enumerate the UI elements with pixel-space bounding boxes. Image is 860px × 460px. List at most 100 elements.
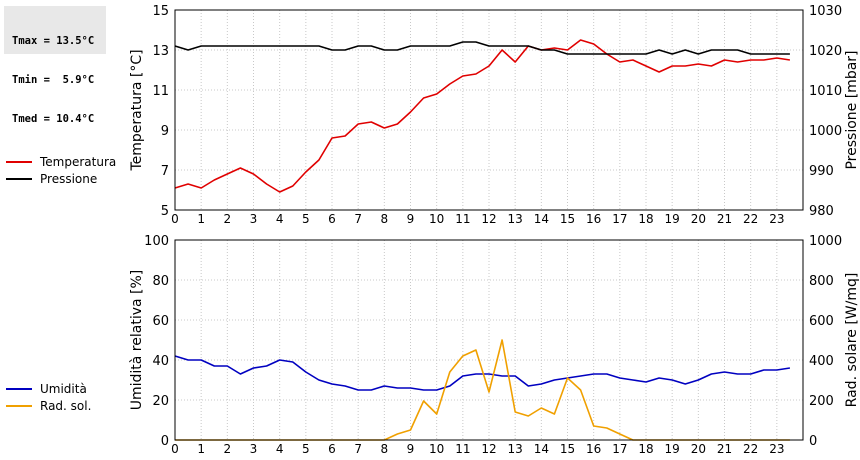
- y-right-tick-label: 1010: [809, 84, 842, 99]
- y-right-tick-label: 800: [809, 274, 834, 289]
- y-left-tick-label: 11: [152, 84, 169, 99]
- stat-tmax: Tmax = 13.5°C: [12, 35, 95, 47]
- stat-tmed: Tmed = 10.4°C: [12, 113, 95, 125]
- x-tick-label: 10: [429, 212, 444, 226]
- x-tick-label: 13: [508, 212, 523, 226]
- x-tick-label: 5: [302, 212, 310, 226]
- x-tick-label: 14: [534, 212, 549, 226]
- legend-swatch-umidita: [6, 387, 32, 390]
- x-tick-label: 1: [197, 442, 205, 456]
- y-right-tick-label: 990: [809, 164, 834, 179]
- legend-item-temperatura: Temperatura: [6, 153, 116, 170]
- x-tick-label: 21: [717, 442, 732, 456]
- x-tick-label: 18: [638, 442, 653, 456]
- x-tick-label: 3: [250, 212, 258, 226]
- x-tick-label: 0: [171, 442, 179, 456]
- y-left-tick-label: 40: [152, 354, 169, 369]
- x-tick-label: 15: [560, 212, 575, 226]
- x-tick-label: 23: [769, 212, 784, 226]
- y-right-axis-label: Pressione [mbar]: [844, 50, 860, 169]
- legend-swatch-temperatura: [6, 160, 32, 163]
- x-tick-label: 16: [586, 442, 601, 456]
- y-left-axis-label: Temperatura [°C]: [129, 49, 145, 171]
- x-tick-label: 10: [429, 442, 444, 456]
- stats-box: Tmax = 13.5°C Tmin = 5.9°C Tmed = 10.4°C: [4, 6, 106, 125]
- y-right-axis-label: Rad. solare [W/mq]: [844, 273, 860, 408]
- plot-frame: [174, 9, 804, 211]
- x-tick-label: 3: [250, 442, 258, 456]
- x-tick-label: 16: [586, 212, 601, 226]
- legend-item-radsol: Rad. sol.: [6, 397, 91, 414]
- legend-top: Temperatura Pressione: [6, 153, 116, 187]
- x-tick-label: 7: [354, 212, 362, 226]
- x-tick-label: 8: [381, 442, 389, 456]
- x-tick-label: 18: [638, 212, 653, 226]
- y-right-tick-label: 400: [809, 354, 834, 369]
- y-left-tick-label: 0: [161, 434, 169, 449]
- x-tick-label: 4: [276, 212, 284, 226]
- y-left-tick-label: 80: [152, 274, 169, 289]
- y-left-tick-label: 5: [161, 204, 169, 219]
- x-tick-label: 19: [665, 442, 680, 456]
- y-left-tick-label: 9: [161, 124, 169, 139]
- y-right-tick-label: 1000: [809, 124, 842, 139]
- y-right-tick-label: 980: [809, 204, 834, 219]
- x-tick-label: 0: [171, 212, 179, 226]
- legend-label-umidita: Umidità: [40, 381, 87, 396]
- y-left-tick-label: 20: [152, 394, 169, 409]
- x-tick-label: 21: [717, 212, 732, 226]
- x-tick-label: 17: [612, 442, 627, 456]
- legend-swatch-radsol: [6, 404, 32, 407]
- x-tick-label: 7: [354, 442, 362, 456]
- x-tick-label: 20: [691, 212, 706, 226]
- x-tick-label: 14: [534, 442, 549, 456]
- y-left-tick-label: 13: [152, 44, 169, 59]
- legend-label-temperatura: Temperatura: [40, 154, 117, 169]
- series-line-rad-sol-: [175, 339, 790, 441]
- x-tick-label: 11: [455, 442, 470, 456]
- x-tick-label: 19: [665, 212, 680, 226]
- x-tick-label: 5: [302, 442, 310, 456]
- x-tick-label: 22: [743, 442, 758, 456]
- legend-bottom: Umidità Rad. sol.: [6, 380, 91, 414]
- y-right-tick-label: 200: [809, 394, 834, 409]
- legend-item-pressione: Pressione: [6, 170, 116, 187]
- plot-frame: [174, 239, 804, 441]
- series-line-pressione: [174, 41, 790, 55]
- x-tick-label: 9: [407, 212, 415, 226]
- x-tick-label: 12: [481, 442, 496, 456]
- y-left-tick-label: 100: [144, 234, 169, 249]
- x-tick-label: 6: [328, 212, 336, 226]
- series-line-umidit-: [174, 355, 791, 391]
- x-tick-label: 2: [224, 442, 232, 456]
- y-right-tick-label: 1000: [809, 234, 842, 249]
- y-left-tick-label: 60: [152, 314, 169, 329]
- x-tick-label: 23: [769, 442, 784, 456]
- x-tick-label: 4: [276, 442, 284, 456]
- x-tick-label: 1: [197, 212, 205, 226]
- legend-label-pressione: Pressione: [40, 171, 98, 186]
- x-tick-label: 2: [224, 212, 232, 226]
- x-tick-label: 6: [328, 442, 336, 456]
- x-tick-label: 11: [455, 212, 470, 226]
- series-line-temperatura: [174, 39, 791, 193]
- x-tick-label: 15: [560, 442, 575, 456]
- y-right-tick-label: 1020: [809, 44, 842, 59]
- x-tick-label: 8: [381, 212, 389, 226]
- legend-item-umidita: Umidità: [6, 380, 91, 397]
- stat-tmin: Tmin = 5.9°C: [12, 74, 95, 86]
- x-tick-label: 13: [508, 442, 523, 456]
- y-right-tick-label: 600: [809, 314, 834, 329]
- x-tick-label: 9: [407, 442, 415, 456]
- x-tick-label: 20: [691, 442, 706, 456]
- y-left-axis-label: Umidità relativa [%]: [129, 270, 145, 411]
- x-tick-label: 12: [481, 212, 496, 226]
- x-tick-label: 22: [743, 212, 758, 226]
- y-right-tick-label: 1030: [809, 4, 842, 19]
- legend-swatch-pressione: [6, 177, 32, 180]
- y-right-tick-label: 0: [809, 434, 817, 449]
- y-left-tick-label: 7: [161, 164, 169, 179]
- x-tick-label: 17: [612, 212, 627, 226]
- y-left-tick-label: 15: [152, 4, 169, 19]
